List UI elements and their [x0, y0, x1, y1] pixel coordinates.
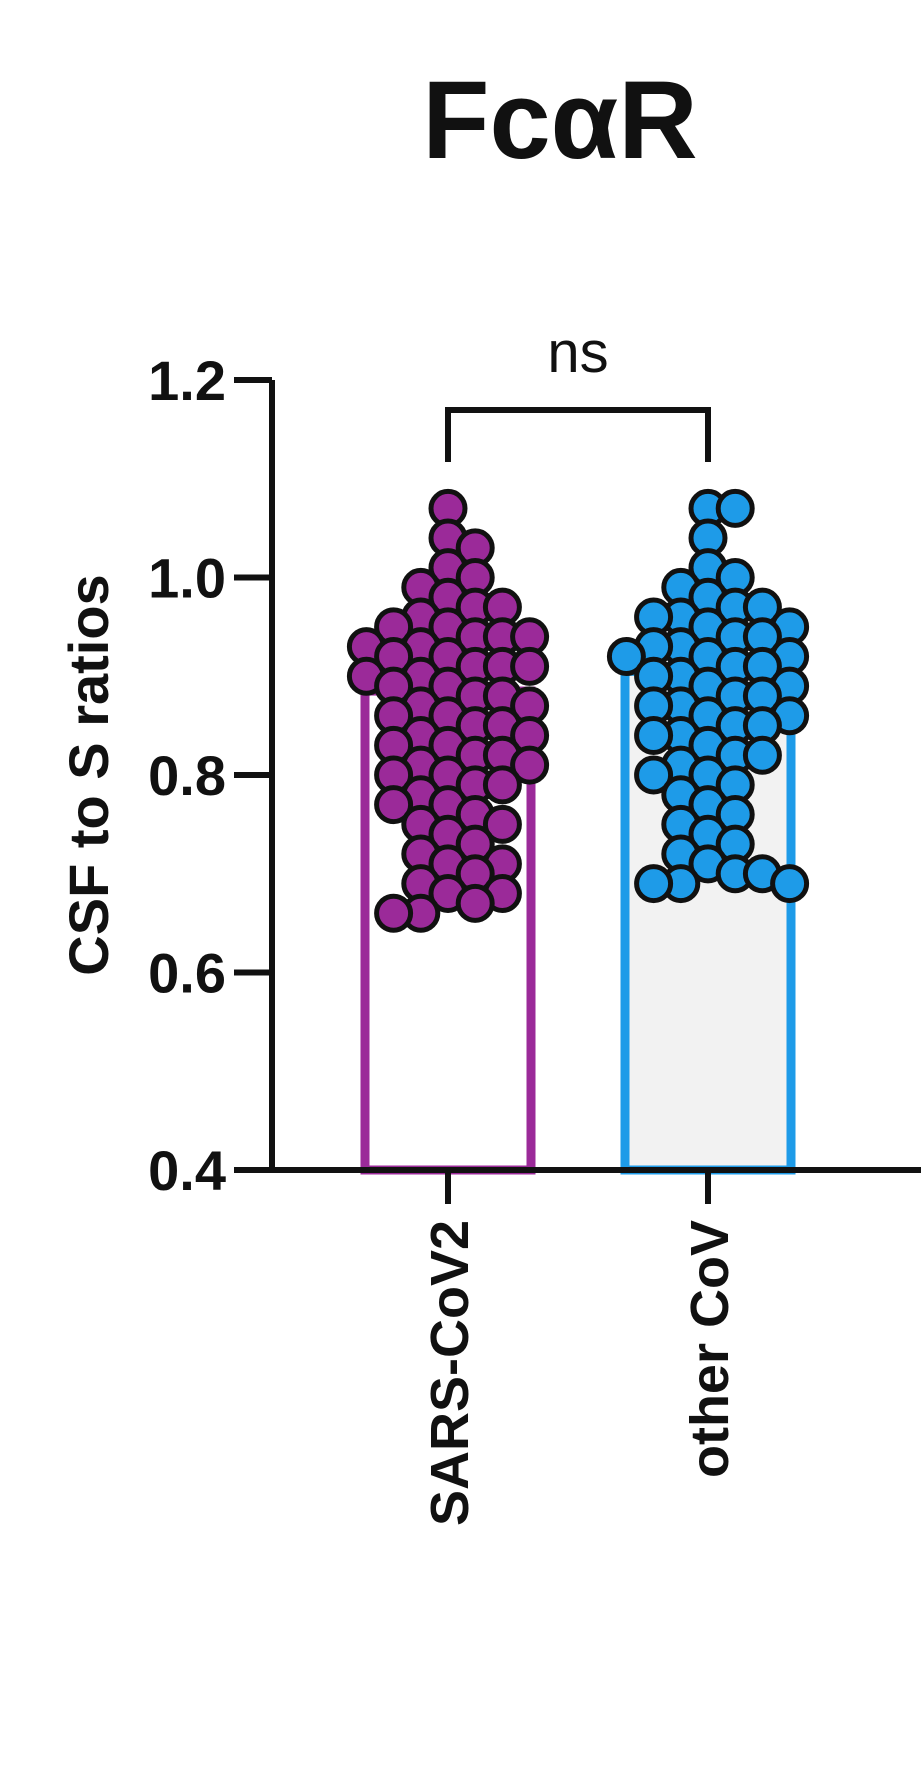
data-point-1-38: [742, 735, 782, 775]
y-tick-label-0: 0.4: [148, 1139, 226, 1202]
data-point-1-55: [770, 864, 810, 904]
data-point-0-48: [374, 785, 414, 825]
y-tick-label-3: 1.0: [148, 547, 226, 610]
x-tick-label-0: SARS-CoV2: [420, 1220, 480, 1526]
y-axis-label: CSF to S ratios: [57, 574, 120, 975]
data-point-1-19: [606, 637, 646, 676]
data-point-0-63: [374, 893, 414, 933]
significance-label: ns: [547, 320, 608, 385]
y-tick-label-2: 0.8: [148, 744, 226, 807]
data-point-0-41: [510, 745, 550, 785]
data-point-1-41: [634, 755, 674, 795]
significance-line: [445, 407, 711, 462]
data-point-1-1: [715, 488, 755, 528]
points-layer: [346, 488, 810, 933]
axes-layer: 0.4 0.6 0.8 1.0 1.2 SARS-CoV2 other CoV: [148, 349, 921, 1526]
data-point-1-54: [634, 864, 674, 904]
x-tick-label-1: other CoV: [680, 1220, 740, 1478]
data-point-1-35: [634, 716, 674, 755]
data-point-0-21: [510, 646, 550, 686]
chart-title: FcαR: [422, 59, 697, 182]
y-tick-label-4: 1.2: [148, 349, 226, 412]
data-point-0-45: [482, 765, 522, 805]
data-point-0-51: [482, 804, 522, 844]
significance-bracket: ns: [445, 320, 711, 462]
data-point-0-61: [455, 883, 495, 923]
y-tick-label-1: 0.6: [148, 942, 226, 1005]
